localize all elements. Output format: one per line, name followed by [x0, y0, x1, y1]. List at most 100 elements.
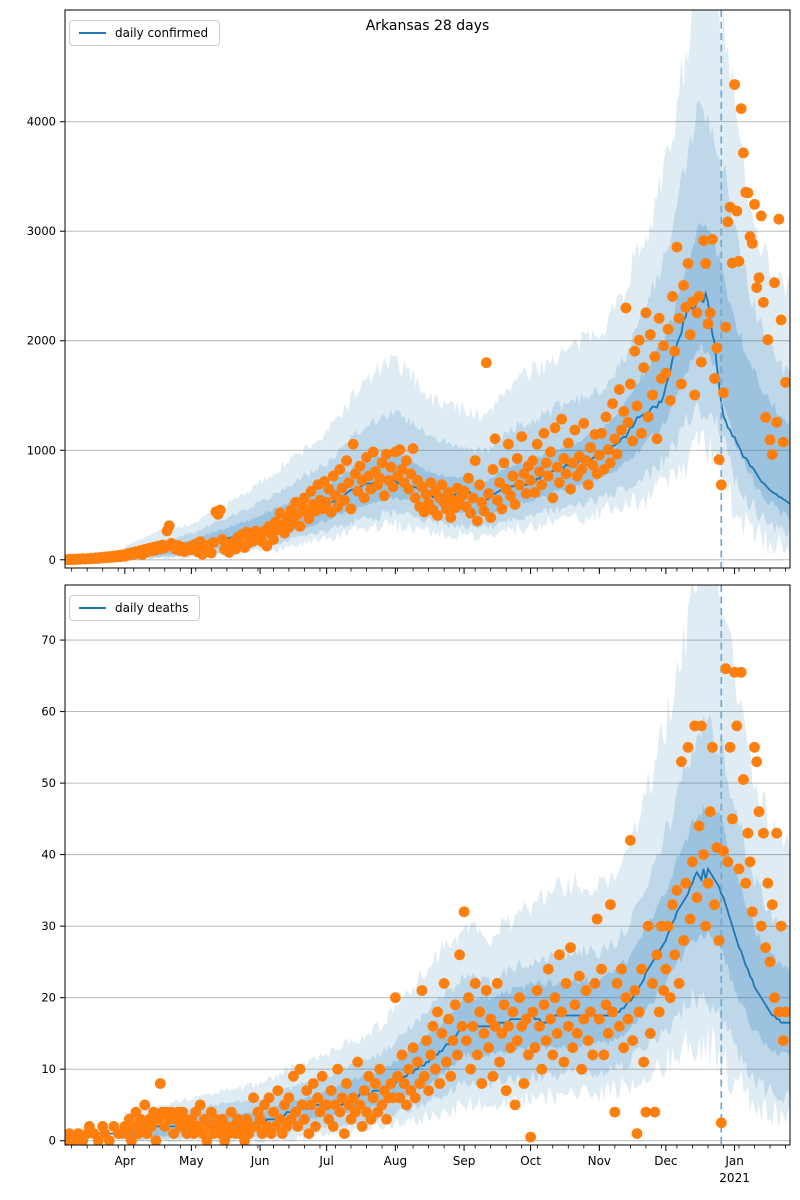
data-point	[445, 512, 457, 523]
data-point	[476, 496, 488, 508]
data-point	[416, 985, 428, 996]
x-year-label: 2021	[719, 1171, 750, 1185]
data-point	[514, 479, 525, 491]
data-point	[421, 489, 432, 500]
data-point	[700, 920, 712, 932]
data-point	[292, 1121, 304, 1132]
data-point	[571, 1028, 583, 1039]
data-point	[585, 1006, 596, 1018]
y-tick-label: 10	[41, 1062, 56, 1076]
data-point	[775, 920, 787, 932]
daily-deaths-band-outer	[124, 585, 790, 1144]
data-point	[483, 1042, 494, 1054]
data-point	[567, 1042, 579, 1054]
data-point	[702, 877, 714, 889]
data-point	[762, 877, 774, 889]
data-point	[469, 455, 481, 467]
x-month-label: May	[179, 1154, 204, 1168]
data-point	[401, 455, 412, 467]
data-point	[296, 1099, 308, 1111]
y-tick-label: 50	[41, 776, 56, 790]
data-point	[722, 216, 734, 228]
data-point	[412, 1056, 423, 1068]
data-point	[622, 416, 634, 428]
data-point	[327, 470, 339, 482]
x-month-label: Jul	[318, 1154, 333, 1168]
data-point	[447, 1035, 459, 1046]
data-point	[585, 442, 596, 453]
data-point	[554, 477, 565, 488]
data-point	[560, 468, 572, 480]
data-point	[288, 1070, 299, 1082]
data-point	[536, 1063, 548, 1075]
data-point	[695, 720, 707, 732]
data-point	[644, 329, 656, 341]
data-point	[520, 488, 532, 499]
data-point	[755, 210, 767, 222]
data-point	[676, 756, 687, 768]
data-point	[505, 490, 516, 502]
data-point	[640, 307, 652, 319]
data-point	[310, 1121, 321, 1132]
data-point	[627, 435, 638, 447]
data-point	[467, 492, 479, 504]
data-point	[547, 492, 559, 504]
data-point	[516, 431, 528, 442]
data-point	[498, 457, 510, 469]
data-point	[771, 827, 783, 839]
data-point	[780, 377, 790, 388]
data-point	[392, 1070, 403, 1082]
data-point	[671, 885, 683, 896]
data-point	[421, 1035, 432, 1046]
y-tick-label: 70	[41, 633, 56, 647]
data-point	[201, 1135, 213, 1145]
data-point	[325, 1085, 337, 1096]
data-point	[691, 892, 703, 903]
data-point	[208, 537, 219, 548]
daily-deaths-scatter	[65, 663, 790, 1145]
data-point	[494, 1056, 505, 1068]
data-point	[283, 1092, 295, 1104]
y-tick-label: 2000	[27, 334, 56, 348]
data-point	[720, 663, 732, 675]
data-point	[491, 978, 503, 989]
data-point	[536, 479, 548, 491]
data-point	[758, 827, 769, 839]
data-point	[438, 978, 450, 989]
data-point	[305, 485, 317, 497]
data-point	[376, 1099, 388, 1111]
data-point	[633, 334, 645, 346]
data-point	[405, 468, 417, 480]
data-point	[649, 1106, 661, 1118]
data-point	[398, 1078, 410, 1089]
data-point	[478, 505, 490, 517]
data-point	[702, 318, 714, 330]
data-point	[407, 443, 419, 454]
data-point	[518, 1078, 530, 1089]
data-point	[394, 1092, 406, 1104]
data-point	[396, 464, 408, 475]
data-point	[330, 490, 341, 502]
data-point	[653, 312, 665, 324]
data-point	[755, 920, 767, 932]
data-point	[766, 899, 778, 911]
data-point	[738, 774, 749, 785]
data-point	[483, 488, 494, 499]
data-point	[580, 985, 592, 996]
data-point	[651, 949, 663, 961]
data-point	[556, 413, 567, 425]
daily-deaths-band-mid	[124, 714, 790, 1142]
data-point	[676, 378, 687, 390]
data-point	[146, 1121, 157, 1132]
data-point	[709, 899, 720, 911]
data-point	[294, 521, 306, 532]
data-point	[742, 187, 754, 199]
data-point	[531, 438, 543, 450]
data-point	[625, 378, 636, 390]
data-point	[607, 1006, 618, 1018]
data-point	[214, 504, 226, 516]
data-point	[316, 1070, 328, 1082]
data-point	[569, 424, 581, 436]
data-point	[769, 277, 780, 289]
data-point	[347, 438, 359, 450]
